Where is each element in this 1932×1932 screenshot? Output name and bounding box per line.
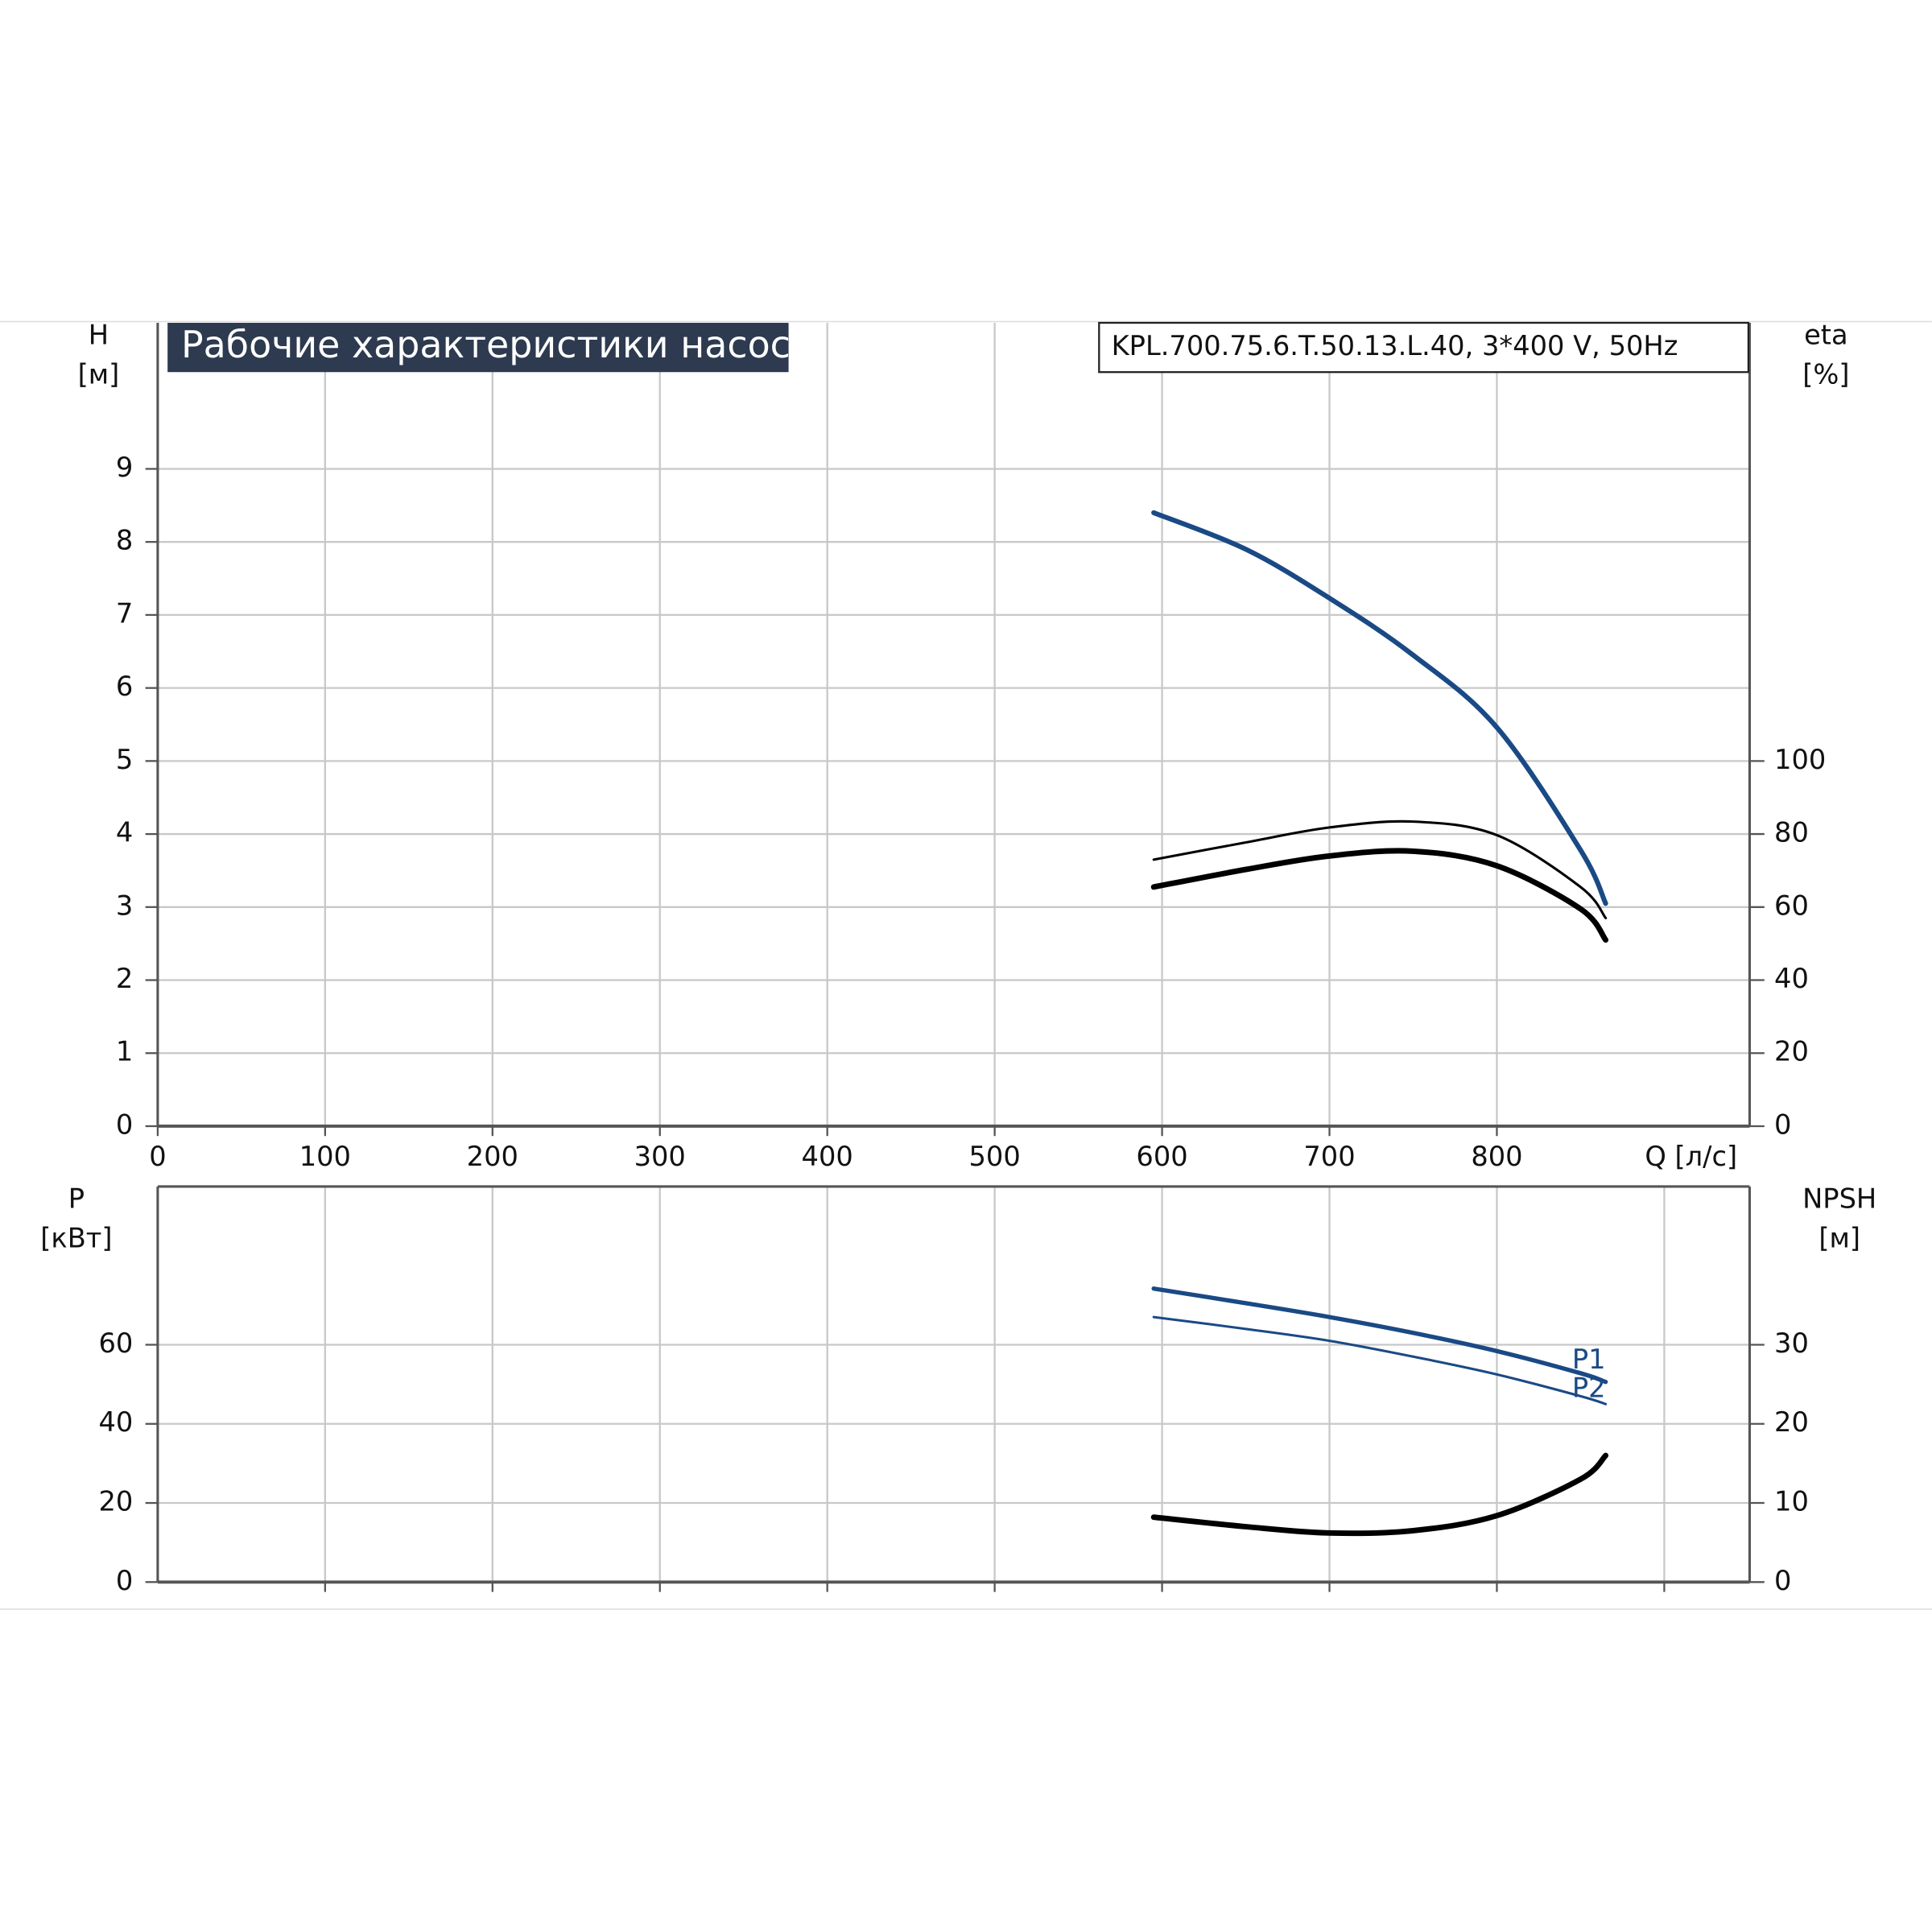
y-tick-label: 40 — [98, 1406, 133, 1438]
y2-tick-label: 60 — [1774, 890, 1809, 921]
x-tick-label: 200 — [467, 1141, 518, 1172]
y-tick-label: 7 — [116, 597, 133, 629]
y2-axis-label: [м] — [1818, 1222, 1860, 1253]
curve — [1150, 1452, 1609, 1537]
x-axis-label: Q [л/с] — [1645, 1141, 1737, 1172]
title-box — [167, 323, 789, 373]
y2-tick-label: 40 — [1774, 963, 1809, 994]
y2-tick-label: 30 — [1774, 1327, 1809, 1359]
x-tick-label: 600 — [1136, 1141, 1187, 1172]
y-tick-label: 60 — [98, 1327, 133, 1359]
chart-title: Рабочие характеристики насоса — [181, 323, 813, 366]
y-tick-label: 0 — [116, 1108, 133, 1140]
x-tick-label: 0 — [149, 1141, 166, 1172]
x-tick-label: 400 — [802, 1141, 853, 1172]
chart-subtitle: KPL.700.75.6.T.50.13.L.40, 3*400 V, 50Hz — [1112, 330, 1678, 361]
x-tick-label: 800 — [1471, 1141, 1522, 1172]
y-tick-label: 20 — [98, 1486, 133, 1517]
y-tick-label: 0 — [116, 1565, 133, 1596]
y2-axis-label: [%] — [1802, 358, 1849, 390]
x-tick-label: 300 — [634, 1141, 686, 1172]
y-tick-label: 6 — [116, 671, 133, 702]
subtitle-box — [1098, 321, 1750, 374]
y-tick-label: 9 — [116, 452, 133, 483]
y-tick-label: 1 — [116, 1036, 133, 1067]
y2-tick-label: 0 — [1774, 1108, 1791, 1140]
y-tick-label: 8 — [116, 525, 133, 556]
x-tick-label: 500 — [969, 1141, 1021, 1172]
series-label: P2 — [1572, 1372, 1606, 1403]
y2-tick-label: 20 — [1774, 1406, 1809, 1438]
y-axis-label: H — [89, 319, 109, 350]
curve — [1151, 1286, 1608, 1385]
curve — [1150, 848, 1609, 943]
y-axis-label: [кВт] — [40, 1222, 112, 1253]
curve — [1151, 510, 1608, 906]
curve — [1152, 819, 1608, 919]
y2-tick-label: 10 — [1774, 1486, 1809, 1517]
y2-tick-label: 80 — [1774, 817, 1809, 848]
y-tick-label: 4 — [116, 817, 133, 848]
y-axis-label: [м] — [78, 358, 120, 390]
y2-axis-label: eta — [1804, 319, 1848, 350]
y2-tick-label: 20 — [1774, 1036, 1809, 1067]
x-tick-label: 700 — [1303, 1141, 1355, 1172]
x-tick-label: 100 — [299, 1141, 351, 1172]
y2-tick-label: 0 — [1774, 1565, 1791, 1596]
y-tick-label: 2 — [116, 963, 133, 994]
y2-tick-label: 100 — [1774, 744, 1826, 775]
series-label: P1 — [1572, 1344, 1606, 1375]
y-tick-label: 5 — [116, 744, 133, 775]
y-axis-label: P — [68, 1183, 85, 1214]
curve — [1152, 1315, 1608, 1406]
y-tick-label: 3 — [116, 890, 133, 921]
y2-axis-label: NPSH — [1802, 1183, 1876, 1214]
